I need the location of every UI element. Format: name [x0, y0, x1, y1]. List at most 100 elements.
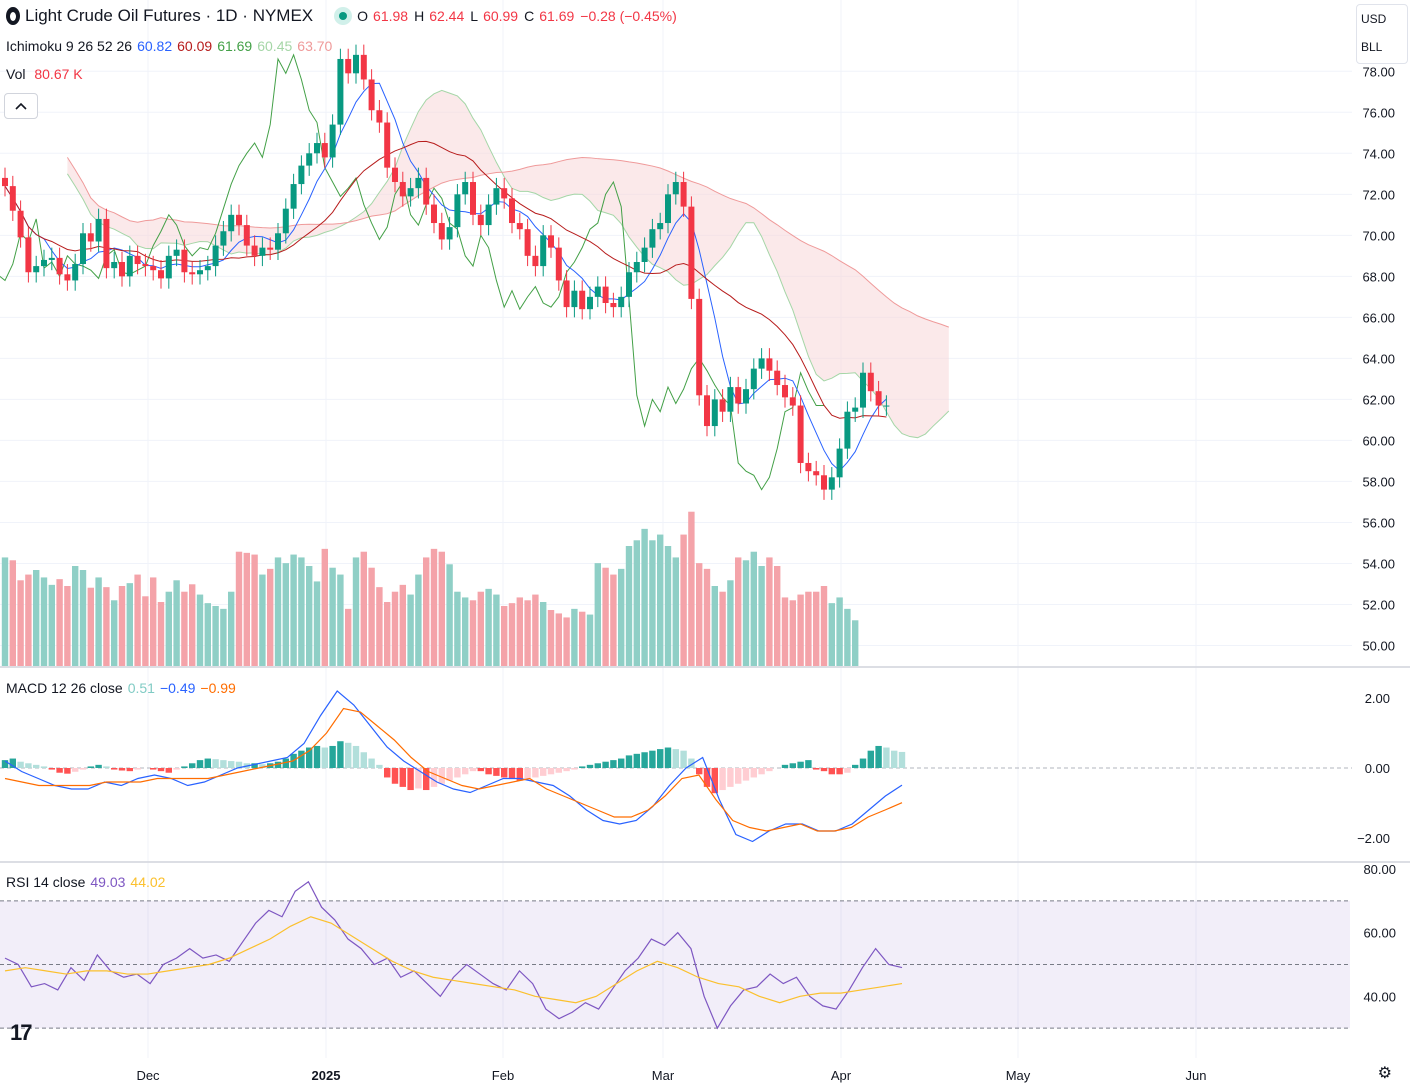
candle-body: [828, 477, 835, 490]
volume-bar: [407, 594, 414, 666]
time-tick-label: Dec: [136, 1068, 160, 1083]
volume-bar: [212, 606, 219, 666]
macd-histogram-bar: [750, 768, 757, 778]
macd-histogram-bar: [625, 755, 633, 768]
candle-body: [64, 274, 71, 281]
macd-histogram-bar: [17, 761, 24, 768]
candle-body: [9, 186, 16, 211]
candle-body: [758, 358, 765, 369]
candle-body: [228, 214, 235, 232]
candle-body: [813, 471, 820, 476]
macd-histogram-bar: [524, 768, 531, 780]
candle-body: [821, 475, 827, 490]
currency-selector[interactable]: USD: [1361, 12, 1387, 26]
ichi-vals-3: 60.45: [257, 38, 293, 54]
macd-histogram-bar: [766, 768, 773, 772]
volume-bar: [797, 594, 804, 666]
ohlc-value-3: 61.69: [539, 8, 575, 24]
volume-bar: [719, 591, 726, 666]
volume-bar: [664, 546, 672, 666]
candle-body: [259, 247, 266, 256]
rsi-line: [4, 880, 903, 1030]
volume-bar: [282, 563, 289, 666]
candle-body: [384, 122, 391, 168]
macd-histogram-bar: [423, 768, 430, 791]
rsi-values: 49.03 44.02: [90, 874, 170, 890]
macd-histogram-bar: [134, 768, 141, 770]
time-tick-label: Feb: [492, 1068, 514, 1083]
macd-legend[interactable]: MACD 12 26 close 0.51 −0.49 −0.99: [6, 680, 246, 696]
macd-histogram-bar: [555, 768, 562, 773]
candle-body: [571, 290, 578, 308]
volume-bar: [696, 563, 703, 666]
candle-body: [704, 395, 710, 427]
candle-body: [774, 370, 781, 386]
volume-legend[interactable]: Vol 80.67 K: [6, 66, 88, 82]
time-tick-label: Jun: [1186, 1068, 1207, 1083]
market-status-icon[interactable]: [334, 7, 353, 25]
candle-body: [267, 247, 274, 250]
candle-body: [680, 182, 687, 207]
price-tick-label: 52.00: [1362, 597, 1395, 612]
volume-bar: [836, 597, 843, 666]
candle-body: [540, 235, 547, 267]
volume-bar: [579, 611, 586, 666]
candle-body: [626, 272, 632, 297]
candle-body: [103, 218, 110, 269]
time-tick-label: Apr: [831, 1068, 852, 1083]
macd-histogram-bar: [329, 745, 336, 768]
symbol-title[interactable]: Light Crude Oil Futures · 1D · NYMEX: [25, 6, 314, 25]
macd-histogram-bar: [79, 768, 87, 770]
volume-bar: [40, 577, 48, 666]
candle-body: [462, 182, 469, 195]
macd-histogram-bar: [852, 764, 859, 768]
volume-bar: [306, 566, 313, 666]
macd-histogram-bar: [547, 768, 555, 775]
settings-gear-icon[interactable]: ⚙: [1377, 1065, 1392, 1082]
macd-histogram-bar: [477, 768, 484, 772]
candle-body: [501, 188, 508, 199]
volume-bar: [126, 583, 133, 666]
volume-bar: [555, 613, 562, 666]
rsi-ma-line: [4, 916, 903, 1004]
candle-body: [275, 233, 281, 250]
volume-bar: [820, 586, 828, 666]
volume-bar: [477, 591, 484, 666]
tradingview-logo[interactable]: 17: [10, 1020, 33, 1045]
unit-menu[interactable]: USD BLL: [1356, 4, 1408, 64]
volume-bar: [235, 551, 243, 666]
macd-histogram-bar: [415, 768, 422, 789]
macd-histogram-bar: [228, 761, 235, 768]
unit-selector[interactable]: BLL: [1361, 40, 1383, 54]
macd-histogram-bar: [485, 768, 492, 775]
candle-body: [836, 448, 843, 478]
volume-bar: [844, 608, 851, 666]
oil-drop-icon: [6, 7, 20, 25]
price-tick-label: 78.00: [1362, 64, 1395, 79]
candle-body: [150, 266, 157, 271]
macd-histogram-bar: [891, 750, 898, 768]
macd-histogram-bar: [540, 768, 547, 776]
candle-body: [587, 296, 593, 310]
ichi-vals-4: 63.70: [297, 38, 333, 54]
volume-bar: [828, 603, 835, 666]
macd-histogram-bar: [742, 768, 750, 781]
collapse-legend-button[interactable]: [4, 93, 38, 119]
rsi-legend[interactable]: RSI 14 close 49.03 44.02: [6, 874, 175, 890]
price-tick-label: 64.00: [1362, 351, 1395, 366]
candle-body: [485, 204, 492, 226]
ichimoku-base-line: [4, 140, 887, 419]
time-tick-label: May: [1006, 1068, 1031, 1083]
candle-body: [711, 399, 718, 427]
volume-bar: [150, 577, 157, 666]
candle-body: [649, 229, 656, 248]
candle-body: [72, 264, 79, 281]
price-tick-label: 54.00: [1362, 556, 1395, 571]
volume-bar: [563, 617, 570, 666]
volume-bar: [157, 602, 165, 666]
candle-body: [641, 247, 648, 262]
macd-histogram-bar: [516, 768, 523, 781]
ichimoku-legend[interactable]: Ichimoku 9 26 52 26 60.82 60.09 61.69 60.45 6…: [6, 38, 342, 54]
candle-body: [376, 110, 383, 123]
